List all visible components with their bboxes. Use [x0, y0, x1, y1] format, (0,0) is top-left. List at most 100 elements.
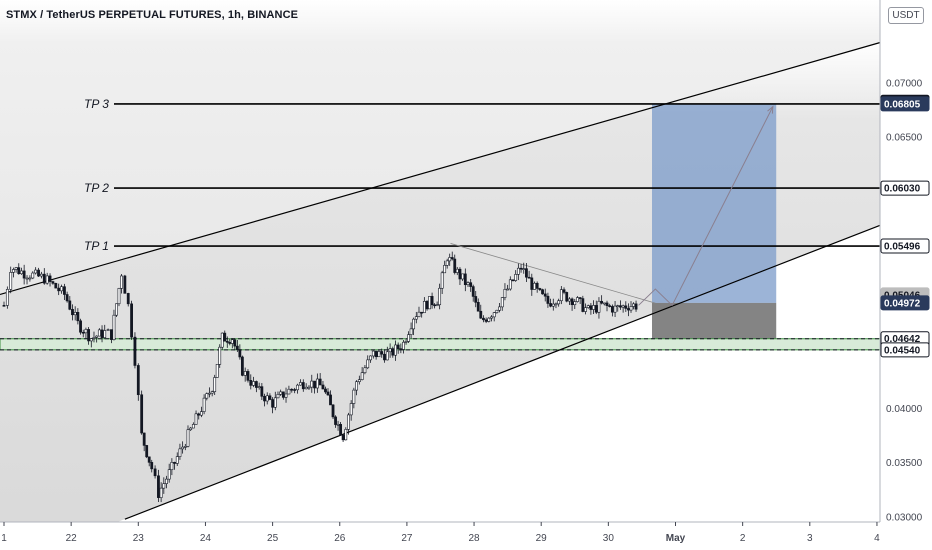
candle-body [388, 348, 392, 353]
x-tick-label: 2 [740, 533, 746, 544]
candle-body [95, 335, 99, 338]
price-tag: 0.04540 [880, 342, 930, 358]
price-tag-box [880, 342, 930, 358]
candle-body [243, 371, 247, 376]
candle-body [252, 381, 255, 386]
candle-body [624, 305, 628, 309]
candle-body [629, 306, 633, 311]
candle-body [228, 342, 232, 344]
candle-body [194, 413, 198, 425]
candle-body [479, 310, 483, 319]
x-tick-label: 26 [334, 533, 346, 544]
candle-body [399, 348, 403, 350]
price-tag: 0.04972 [880, 295, 930, 311]
candle-body [374, 350, 378, 358]
price-tag-box [880, 295, 930, 311]
candle-body [380, 351, 384, 355]
candle-body [260, 386, 264, 397]
candle-body [205, 393, 209, 399]
candle-body [602, 302, 606, 305]
y-tick-label: 0.04000 [886, 404, 923, 415]
candle-body [549, 303, 553, 307]
candle-body [543, 293, 547, 297]
candle-body [448, 257, 452, 262]
price-tag-label: 0.04972 [884, 298, 921, 309]
candle-body [40, 273, 43, 277]
candle-body [516, 267, 520, 275]
candle-body [223, 332, 227, 342]
candle-body [225, 340, 229, 343]
candle-body [112, 314, 116, 340]
candle-body [307, 386, 311, 389]
price-tag-box [880, 238, 930, 254]
candle-body [557, 300, 561, 305]
price-axis-background [880, 0, 932, 550]
candle-body [257, 386, 261, 388]
candle-body [324, 388, 327, 393]
candle-body [402, 341, 405, 350]
candle-body [522, 268, 526, 270]
candle-body [404, 341, 408, 343]
candle-body [455, 268, 459, 273]
candle-body [329, 394, 332, 406]
candle-body [425, 301, 429, 310]
candle-body [284, 393, 288, 398]
candle-body [273, 397, 277, 408]
candle-body [287, 388, 291, 395]
candle-body [81, 331, 85, 334]
candle-body [433, 304, 436, 307]
candle-body [103, 330, 107, 338]
chart-title: STMX / TetherUS PERPETUAL FUTURES, 1h, B… [6, 9, 299, 21]
x-tick-label: 28 [468, 533, 480, 544]
candle-body [535, 282, 539, 289]
candle-body [336, 424, 340, 426]
candle-body [619, 305, 622, 308]
candle-body [130, 303, 133, 338]
candle-body [213, 377, 217, 392]
candle-body [71, 309, 74, 316]
candle-body [313, 380, 316, 389]
candle-body [254, 381, 258, 388]
candle-body [181, 446, 185, 450]
candle-body [189, 427, 193, 431]
candle-body [581, 298, 585, 312]
price-tag: 0.05496 [880, 238, 930, 254]
candle-body [54, 283, 58, 289]
candle-body [331, 404, 335, 418]
candle-body [573, 301, 577, 306]
candle-body [315, 378, 319, 389]
candle-body [281, 391, 285, 398]
price-tag-box [880, 180, 930, 196]
candle-body [215, 364, 219, 378]
candle-body [576, 297, 579, 302]
candle-body [293, 389, 297, 391]
candle-body [568, 298, 571, 302]
candle-body [605, 302, 609, 306]
candle-body [407, 334, 410, 342]
triangle-resistance-line [450, 243, 656, 304]
candle-body [584, 307, 587, 312]
candle-body [471, 286, 475, 297]
candle-body [482, 317, 485, 321]
candle-body [106, 329, 110, 331]
candle-body [435, 304, 439, 307]
candle-body [394, 344, 397, 356]
currency-button[interactable]: USDT [888, 7, 924, 24]
candle-body [87, 329, 91, 342]
candle-body [594, 305, 598, 313]
candle-body [183, 446, 187, 448]
candle-body [565, 292, 569, 302]
candle-body [474, 296, 478, 303]
x-tick-label: 25 [267, 533, 279, 544]
candle-body [178, 448, 182, 457]
take-profit-zone [651, 103, 777, 303]
candle-body [428, 296, 431, 310]
candle-body [498, 306, 501, 311]
candle-body [369, 355, 372, 361]
candle-body [290, 388, 294, 391]
candle-body [525, 268, 528, 278]
candle-body [551, 303, 555, 307]
support-zone [0, 338, 881, 351]
candle-body [414, 316, 418, 320]
